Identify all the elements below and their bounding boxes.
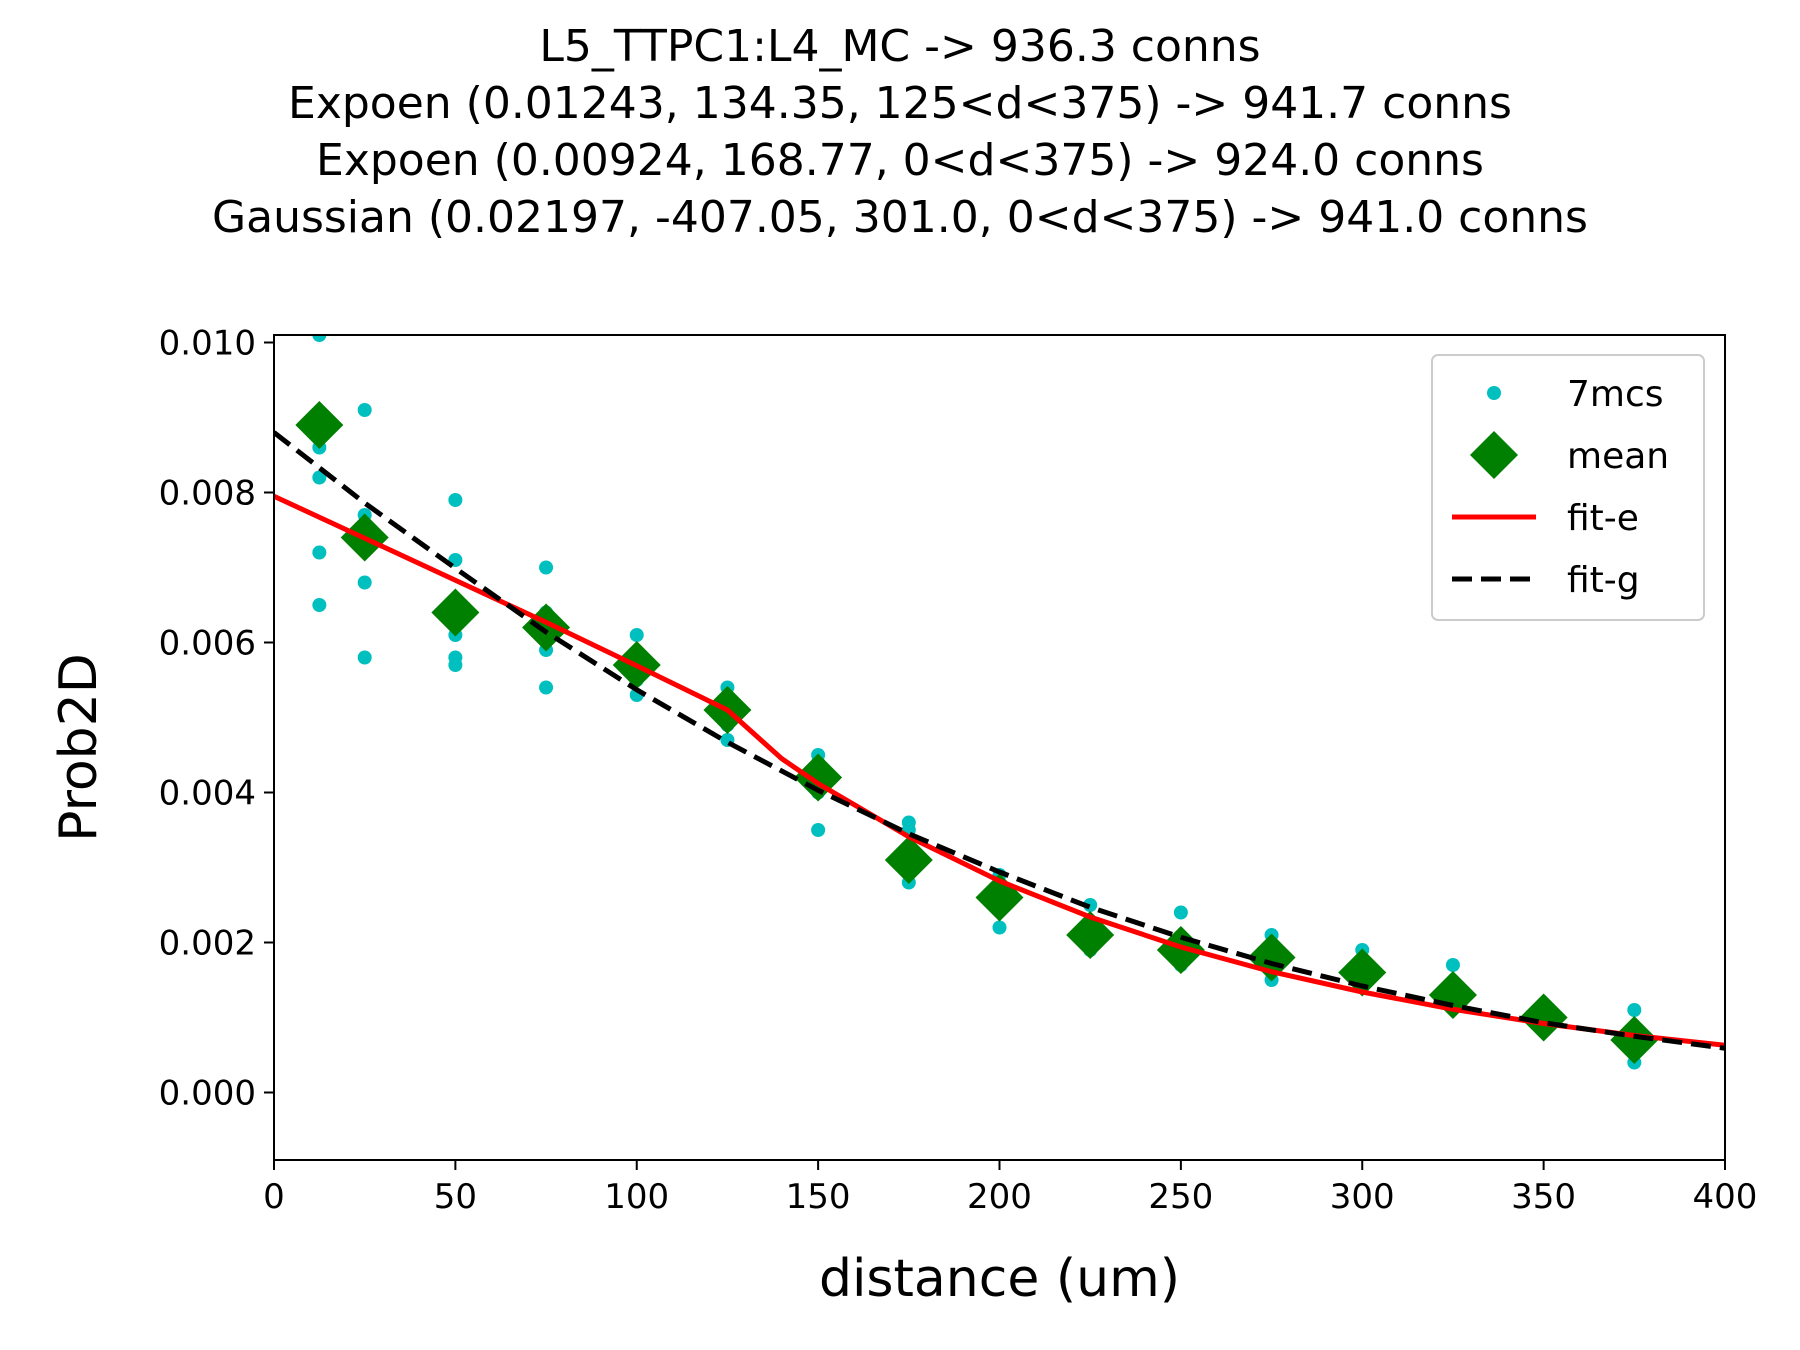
x-tick-label: 350 [1511, 1177, 1576, 1217]
x-tick-label: 50 [434, 1177, 477, 1217]
title-line-2: Expoen (0.01243, 134.35, 125<d<375) -> 9… [288, 78, 1512, 129]
line-fit-e [274, 493, 1725, 1048]
point-7mcs [811, 823, 826, 837]
point-7mcs [312, 598, 327, 612]
point-7mcs [448, 658, 463, 672]
x-tick-label: 150 [786, 1177, 851, 1217]
point-7mcs [539, 560, 554, 575]
x-tick-label: 200 [967, 1177, 1032, 1217]
legend: 7mcs mean fit-e fit-g [1431, 354, 1705, 621]
diamond-mean [1519, 993, 1568, 1042]
point-7mcs [1173, 905, 1188, 920]
y-axis: 0.000 0.002 0.004 0.006 0.008 0.010 [159, 324, 274, 1114]
point-7mcs [312, 545, 327, 560]
x-tick-label: 400 [1693, 1177, 1758, 1217]
point-7mcs [312, 335, 327, 342]
legend-handle-7mcs [1487, 386, 1501, 400]
x-tick-label: 300 [1330, 1177, 1395, 1217]
y-tick-label: 0.006 [159, 624, 256, 664]
point-7mcs [357, 650, 372, 665]
diamond-mean [295, 401, 344, 449]
diamond-mean [431, 588, 480, 637]
point-7mcs [1445, 958, 1460, 972]
point-7mcs [448, 493, 463, 507]
x-tick-label: 250 [1148, 1177, 1213, 1217]
data-marks [274, 335, 1725, 1070]
diamond-mean [1156, 926, 1205, 974]
point-7mcs [992, 920, 1007, 935]
line-fit-g [274, 430, 1725, 1051]
diamond-mean [884, 836, 933, 884]
x-axis: 0 50 100 150 200 250 300 350 400 [263, 1160, 1757, 1217]
y-tick-label: 0.000 [159, 1074, 256, 1114]
x-tick-label: 0 [263, 1177, 285, 1217]
series-fit-e [274, 493, 1725, 1048]
point-7mcs [1627, 1003, 1642, 1017]
point-7mcs [357, 403, 372, 417]
legend-frame [1431, 354, 1705, 621]
y-tick-label: 0.008 [159, 474, 256, 514]
y-tick-label: 0.004 [159, 774, 256, 814]
diamond-mean [1610, 1016, 1659, 1064]
legend-label-fit-g: fit-g [1567, 560, 1640, 601]
title-line-1: L5_TTPC1:L4_MC -> 936.3 conns [539, 21, 1261, 72]
x-axis-label: distance (um) [819, 1249, 1180, 1309]
legend-label-mean: mean [1567, 436, 1669, 477]
legend-handle-mean [1470, 431, 1518, 479]
x-tick-label: 100 [604, 1177, 669, 1217]
title-line-3: Expoen (0.00924, 168.77, 0<d<375) -> 924… [316, 135, 1484, 186]
title-line-4: Gaussian (0.02197, -407.05, 301.0, 0<d<3… [212, 192, 1588, 243]
point-7mcs [539, 680, 554, 695]
y-tick-label: 0.010 [159, 324, 256, 364]
y-axis-label: Prob2D [49, 653, 109, 842]
point-7mcs [629, 628, 644, 642]
series-fit-g [274, 430, 1725, 1051]
point-7mcs [312, 470, 327, 485]
legend-label-fit-e: fit-e [1567, 498, 1639, 539]
plot-area [274, 335, 1725, 1070]
chart-title: L5_TTPC1:L4_MC -> 936.3 conns Expoen (0.… [0, 18, 1800, 246]
y-tick-label: 0.002 [159, 924, 256, 964]
legend-label-7mcs: 7mcs [1567, 374, 1664, 415]
point-7mcs [357, 575, 372, 590]
